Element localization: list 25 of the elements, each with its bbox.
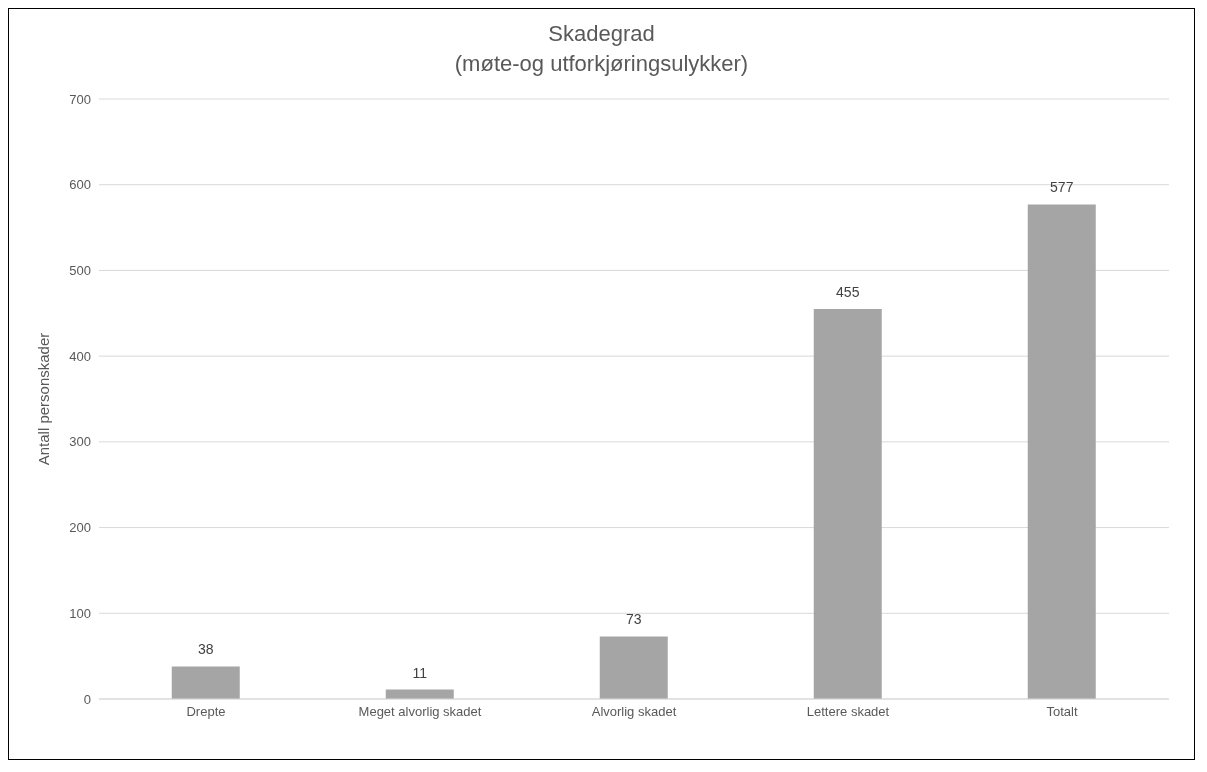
y-tick-label: 300: [69, 434, 91, 450]
y-axis-title: Antall personskader: [35, 332, 53, 466]
x-tick-label: Alvorlig skadet: [591, 704, 677, 720]
bar: [171, 666, 240, 699]
chart-subtitle: (møte-og utforkjøringsulykker): [453, 50, 750, 78]
data-label: 38: [197, 641, 214, 658]
chart-title: Skadegrad: [547, 20, 656, 48]
y-tick-label: 200: [69, 520, 91, 536]
data-label: 577: [1050, 179, 1074, 196]
x-tick-label: Meget alvorlig skadet: [358, 704, 482, 720]
y-tick-label: 400: [69, 348, 91, 364]
y-tick-label: 700: [69, 91, 91, 107]
y-tick-label: 600: [69, 177, 91, 193]
data-label: 455: [836, 284, 860, 300]
data-label: 73: [625, 611, 642, 628]
y-tick-label: 100: [69, 605, 91, 621]
bar: [813, 309, 882, 699]
y-tick-label: 0: [83, 691, 91, 707]
data-label: 11: [412, 664, 428, 681]
x-tick-label: Totalt: [1046, 704, 1078, 720]
x-tick-label: Lettere skadet: [806, 704, 890, 720]
x-tick-label: Drepte: [186, 704, 226, 720]
bar: [599, 636, 668, 699]
y-tick-label: 500: [69, 263, 91, 279]
bar: [1027, 204, 1096, 699]
